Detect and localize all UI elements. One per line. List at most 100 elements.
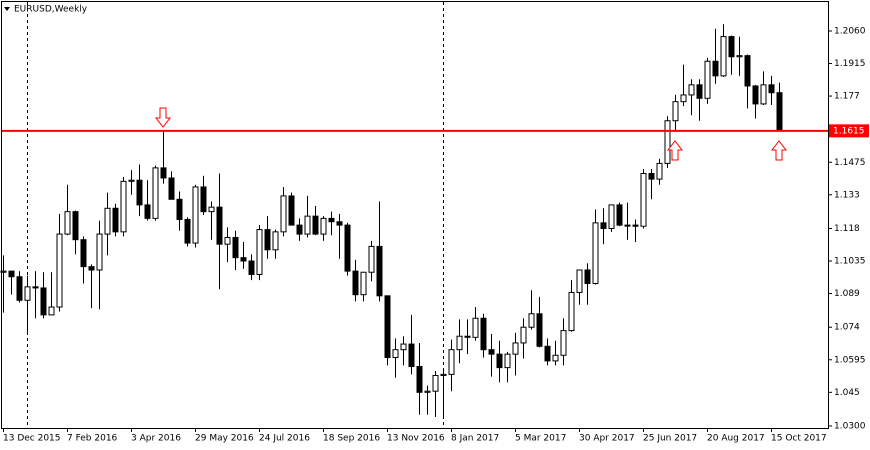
candle-body xyxy=(664,120,671,164)
candle-body xyxy=(672,101,679,122)
candle-body xyxy=(120,180,127,233)
candle-body xyxy=(248,260,255,275)
candle-body xyxy=(360,271,367,296)
up-arrow xyxy=(666,140,684,161)
candle-body xyxy=(88,266,95,271)
candle-body xyxy=(456,335,463,351)
candle-body xyxy=(480,317,487,351)
x-tick-label: 29 May 2016 xyxy=(195,434,254,444)
candle-body xyxy=(336,221,343,226)
candle-body xyxy=(184,218,191,244)
candle-body xyxy=(288,195,295,226)
candle-body xyxy=(160,167,167,179)
x-tick-label: 8 Jan 2017 xyxy=(451,434,499,444)
candle-body xyxy=(544,345,551,362)
candle-body xyxy=(312,215,319,235)
candle-body xyxy=(208,206,215,213)
y-tick-label: 1.133 xyxy=(834,190,860,200)
candle-body xyxy=(104,207,111,235)
menu-triangle[interactable] xyxy=(4,7,10,11)
x-tick-label: 18 Sep 2016 xyxy=(323,434,380,444)
candle-body xyxy=(624,224,631,227)
candle-body xyxy=(240,257,247,262)
candle-body xyxy=(376,245,383,297)
candle-body xyxy=(328,217,335,223)
candle-body xyxy=(400,343,407,351)
y-tick-label: 1.0300 xyxy=(834,421,866,431)
candle-body xyxy=(560,330,567,356)
candle-body xyxy=(264,229,271,251)
up-arrow xyxy=(770,140,788,161)
y-tick-label: 1.1475 xyxy=(834,158,866,168)
candle-body xyxy=(424,390,431,393)
candle-body xyxy=(320,217,327,235)
candle-body xyxy=(720,36,727,77)
candle-body xyxy=(344,224,351,272)
candle-body xyxy=(448,349,455,375)
candle-body xyxy=(640,172,647,227)
chart-title: EURUSD,Weekly xyxy=(14,5,88,15)
candle-body xyxy=(552,354,559,362)
candle-body xyxy=(632,224,639,227)
candle-body xyxy=(712,60,719,77)
candle-body xyxy=(256,229,263,275)
candle-body xyxy=(40,287,47,316)
candle-body xyxy=(144,204,151,219)
candle-body xyxy=(488,349,495,355)
candle-body xyxy=(224,236,231,245)
candle-body xyxy=(736,55,743,58)
candle-body xyxy=(704,60,711,99)
candle-body xyxy=(584,269,591,284)
candle-body xyxy=(96,233,103,271)
x-tick-label: 30 Apr 2017 xyxy=(579,434,635,444)
x-tick-label: 7 Feb 2016 xyxy=(67,434,118,444)
x-tick-label: 15 Oct 2017 xyxy=(771,434,827,444)
candle-body xyxy=(176,198,183,220)
y-tick-label: 1.1915 xyxy=(834,59,866,69)
candle-body xyxy=(16,276,23,301)
candle-body xyxy=(616,204,623,226)
x-tick-label: 24 Jul 2016 xyxy=(259,434,310,444)
candle-body xyxy=(744,55,751,87)
candle-body xyxy=(128,179,135,182)
candle-body xyxy=(768,84,775,94)
candle-body xyxy=(752,85,759,105)
y-tick-label: 1.118 xyxy=(834,224,860,234)
candle-body xyxy=(80,239,87,268)
candle-body xyxy=(592,222,599,284)
candle-body xyxy=(496,353,503,369)
candle-body xyxy=(696,84,703,99)
candle-body xyxy=(64,211,71,235)
x-tick-label: 5 Mar 2017 xyxy=(515,434,566,444)
candle-body xyxy=(352,270,359,296)
x-tick-label: 3 Apr 2016 xyxy=(131,434,181,444)
candle-body xyxy=(8,270,15,278)
candle-body xyxy=(200,186,207,213)
y-tick-label: 1.1035 xyxy=(834,257,866,267)
candle-body xyxy=(504,353,511,369)
plot-border xyxy=(1,1,829,429)
candle-body xyxy=(0,270,7,273)
level-label-box xyxy=(829,124,869,138)
candle-body xyxy=(408,343,415,368)
y-tick-label: 1.045 xyxy=(834,388,860,398)
y-tick-label: 1.2060 xyxy=(834,26,866,36)
candle-body xyxy=(56,233,63,308)
candle-body xyxy=(216,206,223,245)
candle-body xyxy=(656,162,663,180)
y-tick-label: 1.074 xyxy=(834,323,860,333)
candle-body xyxy=(512,342,519,355)
candle-body xyxy=(600,222,607,229)
candle-body xyxy=(648,172,655,180)
candle-body xyxy=(416,366,423,393)
candle-body xyxy=(520,326,527,344)
candle-body xyxy=(112,207,119,233)
candle-body xyxy=(464,335,471,338)
candle-body xyxy=(576,269,583,293)
x-tick-label: 13 Nov 2016 xyxy=(387,434,445,444)
candle-body xyxy=(760,84,767,105)
x-tick-label: 13 Dec 2015 xyxy=(3,434,61,444)
candle-body xyxy=(776,92,783,132)
candle-body xyxy=(680,94,687,103)
